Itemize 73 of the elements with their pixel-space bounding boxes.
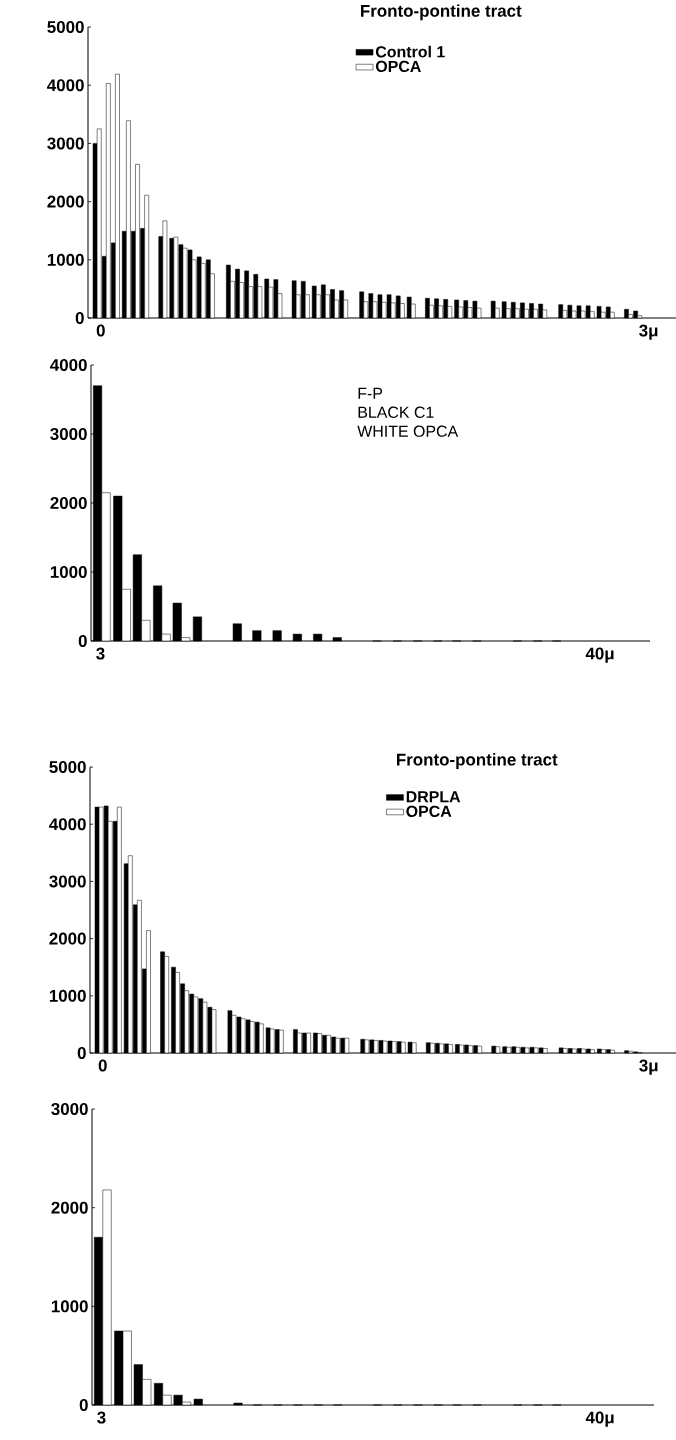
- bar: [321, 1035, 327, 1054]
- x-tick-label: 3: [96, 1411, 106, 1424]
- bar: [329, 289, 335, 319]
- legend-label: DRPLA: [406, 791, 460, 803]
- y-tick-label: 4000: [49, 359, 87, 372]
- bar: [316, 1033, 322, 1054]
- bar: [373, 1040, 378, 1054]
- annotation: BLACK C1: [358, 406, 434, 418]
- bar: [234, 268, 240, 319]
- annotation: F-P: [358, 387, 382, 399]
- bar: [510, 302, 516, 319]
- x-tick-label: 3μ: [638, 324, 658, 340]
- bar: [429, 1043, 435, 1054]
- bar: [515, 1047, 520, 1054]
- annotation: WHITE OPCA: [357, 425, 458, 437]
- bar: [468, 1045, 473, 1054]
- bar: [301, 1032, 307, 1054]
- bar: [125, 120, 131, 319]
- y-tick-label: 2000: [51, 1201, 88, 1214]
- x-tick-label: 3: [95, 647, 105, 660]
- chart-title: Fronto-pontine tract: [360, 4, 522, 21]
- y-tick-label: 3000: [46, 137, 84, 150]
- bar: [136, 900, 142, 1054]
- bar: [127, 855, 133, 1054]
- bar: [205, 259, 211, 319]
- y-tick-label: 2000: [49, 932, 86, 945]
- legend-label: Control 1: [375, 45, 445, 58]
- x-tick-label: 40μ: [585, 647, 614, 663]
- bar: [391, 1041, 397, 1054]
- y-tick-label: 1000: [47, 253, 84, 266]
- y-tick-label: 3000: [50, 1103, 88, 1116]
- y-tick-label: 2000: [47, 195, 84, 208]
- bar: [605, 1049, 611, 1054]
- bar: [519, 302, 525, 319]
- bar: [524, 1047, 530, 1054]
- bar: [571, 1048, 577, 1054]
- bar: [274, 1029, 280, 1054]
- y-tick-label: 1000: [49, 989, 86, 1002]
- chart-title: Fronto-pontine tract: [396, 753, 558, 769]
- x-tick-label: 40μ: [585, 1411, 614, 1427]
- bar: [567, 1048, 573, 1054]
- y-tick-label: 2000: [50, 497, 87, 510]
- y-tick-label: 0: [77, 1047, 86, 1060]
- y-tick-label: 1000: [50, 566, 87, 579]
- bar: [335, 1037, 340, 1054]
- bar: [528, 303, 534, 319]
- bar: [463, 1044, 469, 1054]
- bar: [300, 281, 306, 319]
- bar: [585, 1048, 591, 1054]
- x-tick-label: 3μ: [638, 1059, 658, 1075]
- bar: [562, 1048, 568, 1054]
- y-tick-label: 0: [75, 312, 84, 325]
- bar: [320, 284, 326, 319]
- y-tick-label: 0: [78, 635, 87, 648]
- bar: [269, 1028, 275, 1054]
- bar: [296, 1032, 302, 1054]
- y-tick-label: 4000: [46, 79, 84, 92]
- y-tick-label: 3000: [48, 875, 86, 888]
- legend-label: OPCA: [375, 60, 421, 73]
- legend-label: OPCA: [406, 805, 452, 817]
- y-tick-label: 5000: [49, 761, 86, 774]
- y-tick-label: 3000: [49, 428, 87, 441]
- y-tick-label: 4000: [48, 818, 86, 831]
- y-tick-label: 1000: [51, 1300, 88, 1313]
- bar: [254, 1021, 260, 1054]
- bar: [105, 83, 111, 319]
- bar: [443, 1043, 449, 1054]
- bar: [434, 1043, 440, 1054]
- y-tick-label: 5000: [47, 21, 84, 34]
- bar: [576, 1048, 582, 1054]
- y-tick-label: 0: [79, 1399, 88, 1412]
- bar: [96, 128, 102, 319]
- bar: [134, 164, 140, 319]
